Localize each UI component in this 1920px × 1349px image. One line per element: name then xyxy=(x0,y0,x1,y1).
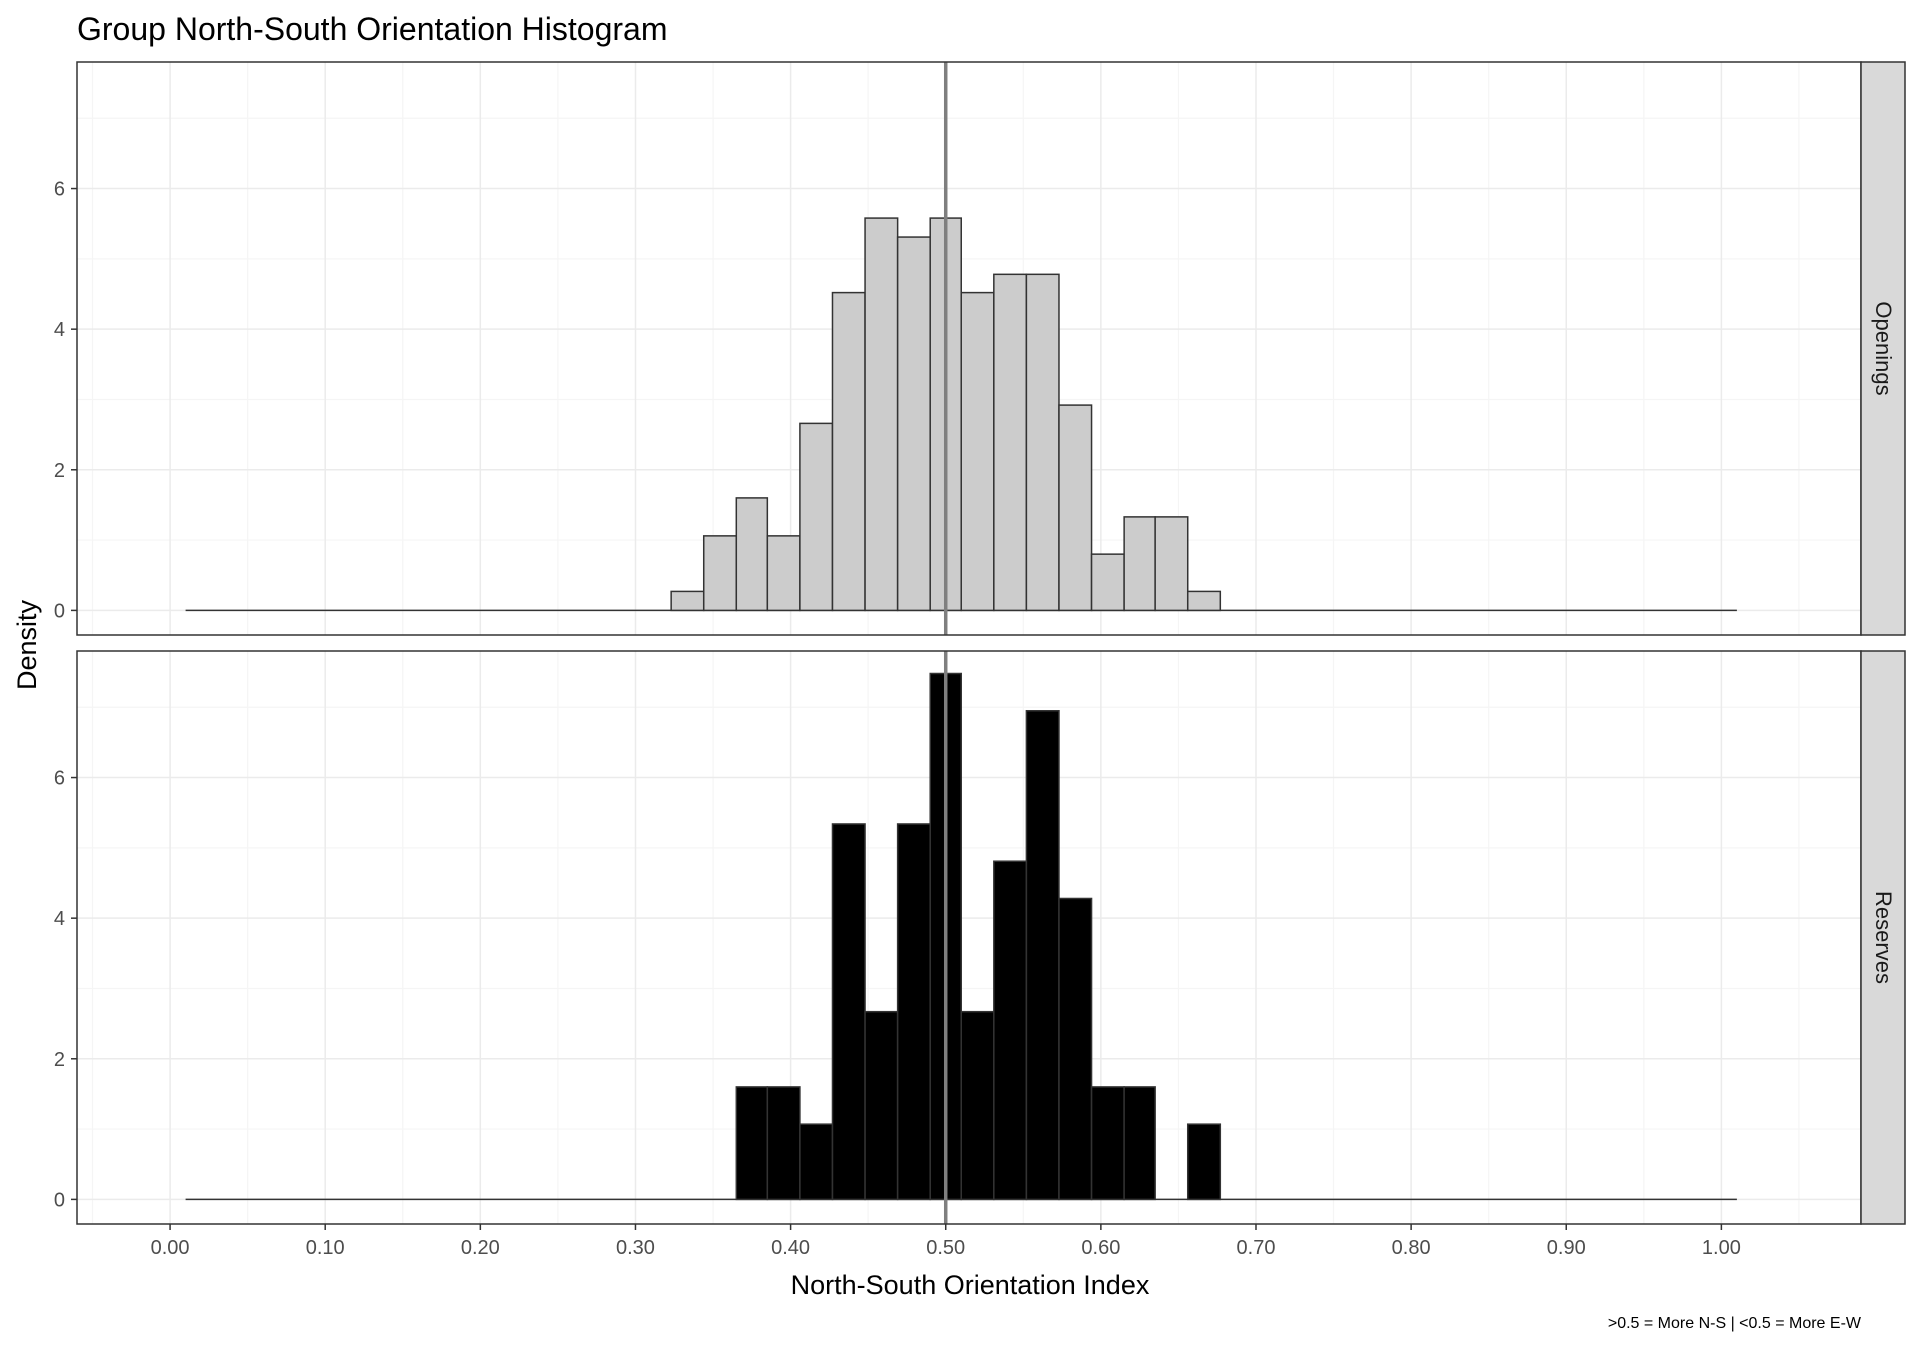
histogram-bar xyxy=(1025,710,1060,1201)
histogram-bar xyxy=(1123,516,1156,612)
histogram-bar xyxy=(1090,1086,1125,1201)
histogram-bar xyxy=(896,236,931,612)
x-tick-label: 0.30 xyxy=(616,1237,655,1259)
histogram-bar xyxy=(766,535,801,612)
chart-caption: >0.5 = More N-S | <0.5 = More E-W xyxy=(1608,1315,1862,1332)
histogram-bar xyxy=(864,1010,899,1201)
facet-panel-openings: 0 2 4 6 Openings xyxy=(54,61,1906,636)
histogram-bar xyxy=(670,590,705,612)
x-axis: 0.00 0.10 0.20 0.30 0.40 0.50 0.60 0.70 0.80 0.90… xyxy=(151,1224,1741,1259)
histogram-bar xyxy=(960,1010,995,1201)
y-tick-label: 0 xyxy=(54,1189,65,1211)
histogram-bar xyxy=(1154,516,1189,612)
histogram-bar xyxy=(831,823,866,1201)
facet-panels: 0 2 4 6 Openings 0 2 4 6 Reserves 0.00 0.10 0.20 0.30… xyxy=(54,61,1906,1259)
y-tick-label: 6 xyxy=(54,179,65,201)
histogram-bar xyxy=(735,1086,769,1201)
x-tick-label: 1.00 xyxy=(1702,1237,1741,1259)
histogram-bar xyxy=(766,1086,801,1201)
y-tick-label: 0 xyxy=(54,600,65,622)
x-tick-label: 0.20 xyxy=(461,1237,500,1259)
y-tick-label: 4 xyxy=(54,319,65,341)
x-tick-label: 0.40 xyxy=(771,1237,810,1259)
histogram-bar xyxy=(960,291,995,612)
histogram-bar xyxy=(1186,590,1222,612)
histogram-bar xyxy=(831,291,866,612)
histogram-bar xyxy=(1186,1123,1222,1201)
histogram-bar xyxy=(993,860,1028,1201)
y-tick-label: 2 xyxy=(54,1049,65,1071)
facet-strip-label: Reserves xyxy=(1871,891,1896,984)
histogram-bar xyxy=(1090,553,1125,612)
y-tick-label: 2 xyxy=(54,460,65,482)
facet-strip-label: Openings xyxy=(1871,301,1896,395)
y-axis-title: Density xyxy=(12,599,42,690)
histogram-bar xyxy=(993,273,1028,612)
histogram-bar xyxy=(1058,897,1093,1201)
facet-strip xyxy=(1860,650,1906,1225)
x-tick-label: 0.50 xyxy=(926,1237,965,1259)
x-tick-label: 0.00 xyxy=(151,1237,190,1259)
histogram-bar xyxy=(896,823,931,1201)
histogram-bar xyxy=(799,1123,834,1201)
histogram-bar xyxy=(702,535,738,612)
x-tick-label: 0.10 xyxy=(306,1237,345,1259)
y-tick-label: 6 xyxy=(54,768,65,790)
x-tick-label: 0.80 xyxy=(1392,1237,1431,1259)
x-tick-label: 0.60 xyxy=(1081,1237,1120,1259)
histogram-bar xyxy=(864,217,899,612)
histogram-bar xyxy=(799,422,834,612)
histogram-bar xyxy=(1123,1086,1156,1201)
facet-panel-reserves: 0 2 4 6 Reserves xyxy=(54,650,1906,1225)
histogram-bar xyxy=(1058,404,1093,612)
x-tick-label: 0.70 xyxy=(1237,1237,1276,1259)
facet-strip xyxy=(1860,61,1906,636)
histogram-bar xyxy=(1025,273,1060,612)
x-tick-label: 0.90 xyxy=(1547,1237,1586,1259)
x-axis-title: North-South Orientation Index xyxy=(791,1270,1150,1300)
y-tick-label: 4 xyxy=(54,908,65,930)
chart-title: Group North-South Orientation Histogram xyxy=(77,11,667,47)
histogram-bar xyxy=(735,497,769,612)
